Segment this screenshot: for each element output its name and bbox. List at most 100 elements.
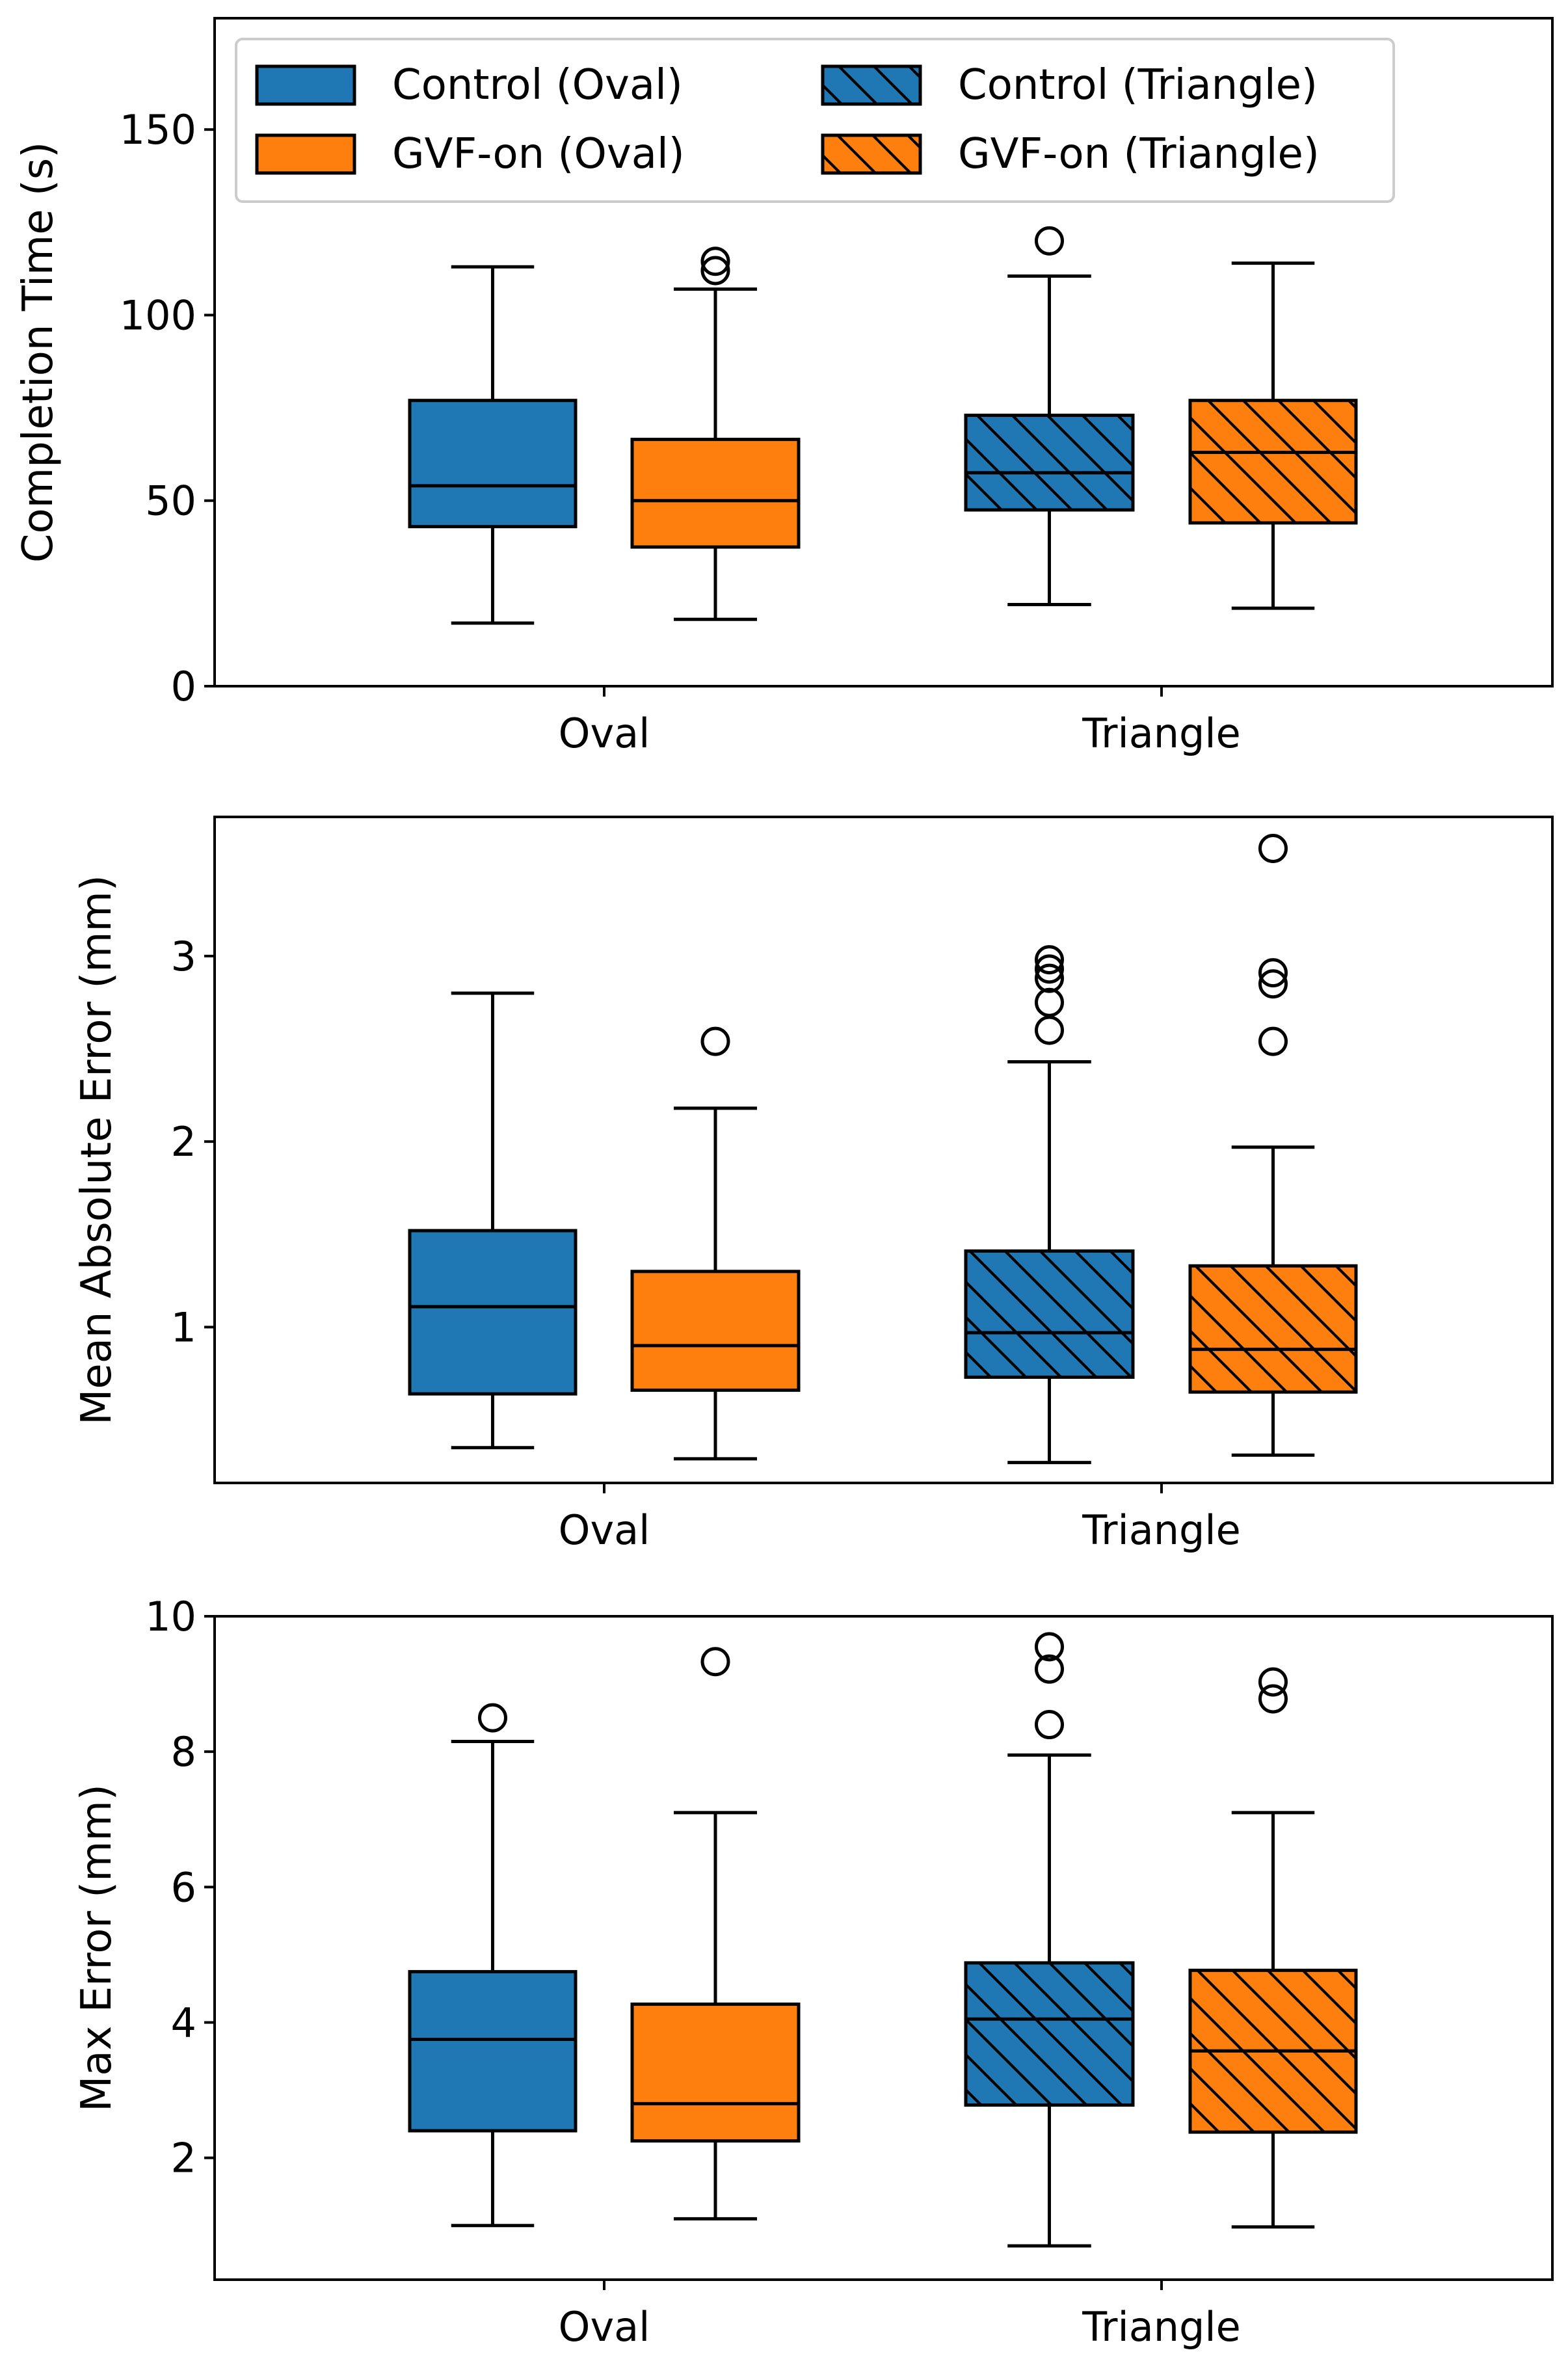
box-outline xyxy=(1188,1264,1358,1394)
box-hatch xyxy=(1190,1266,1356,1393)
outlier-point xyxy=(700,256,730,286)
x-tick-label: Triangle xyxy=(1082,2303,1241,2351)
box-gvf-on-triangle xyxy=(1188,261,1358,610)
legend-swatch-outline xyxy=(821,64,922,106)
box-body xyxy=(632,1271,799,1391)
box-control-triangle xyxy=(964,945,1135,1465)
y-tick-label: 150 xyxy=(120,106,196,153)
plot-frame xyxy=(213,17,1554,687)
legend-label: Control (Triangle) xyxy=(958,61,1318,109)
outlier-point xyxy=(1258,833,1288,863)
box-outline xyxy=(630,1270,801,1392)
outlier-point xyxy=(700,247,730,276)
box-outline xyxy=(964,413,1135,512)
y-tick-label: 10 xyxy=(145,1593,196,1640)
outlier-point xyxy=(1035,1632,1064,1662)
plot-frame xyxy=(213,1615,1554,2281)
y-tick-label: 1 xyxy=(171,1303,196,1351)
y-tick-label: 4 xyxy=(171,1999,196,2046)
legend-swatch-outline xyxy=(255,64,356,106)
y-tick-label: 100 xyxy=(120,291,196,339)
y-tick-label: 8 xyxy=(171,1728,196,1776)
box-outline xyxy=(408,1969,578,2133)
outlier-point xyxy=(1258,1667,1288,1697)
legend-entry-1: Control (Oval) xyxy=(255,61,683,109)
y-tick-label: 2 xyxy=(171,2135,196,2182)
box-gvf-on-triangle xyxy=(1188,833,1358,1457)
x-tick-label: Triangle xyxy=(1082,710,1241,757)
box-gvf-on-oval xyxy=(630,1647,801,2221)
x-tick-label: Triangle xyxy=(1082,1506,1241,1554)
chart-panel-3: 2 4 6 8 10 Oval Triangle Max Error (mm) xyxy=(73,1593,1554,2351)
box-outline xyxy=(1188,399,1358,525)
box-outline xyxy=(630,438,801,549)
legend-label: GVF-on (Oval) xyxy=(392,130,685,178)
outlier-point xyxy=(700,1647,730,1677)
outlier-point xyxy=(1035,226,1064,256)
box-hatch xyxy=(1190,400,1356,523)
y-axis-label: Completion Time (s) xyxy=(14,142,62,563)
box-hatch xyxy=(966,1251,1133,1378)
legend-swatch-outline xyxy=(821,133,922,175)
box-outline xyxy=(408,1229,578,1396)
box-body xyxy=(410,1971,576,2131)
legend-entry-2: GVF-on (Oval) xyxy=(255,130,685,178)
legend-entry-3: Control (Triangle) xyxy=(821,61,1318,109)
legend-swatch-hatch xyxy=(823,135,920,173)
outlier-point xyxy=(1258,1684,1288,1714)
box-outline xyxy=(408,399,578,529)
chart-panel-1: 0 50 100 150 Oval Triangle Completion Time (s) xyxy=(14,17,1554,757)
y-tick-label: 50 xyxy=(145,477,196,525)
box-gvf-on-oval xyxy=(630,247,801,621)
box-body xyxy=(632,2004,799,2141)
outlier-point xyxy=(1258,958,1288,988)
outlier-point xyxy=(1258,1026,1288,1056)
outlier-point xyxy=(478,1703,507,1733)
legend-entry-4: GVF-on (Triangle) xyxy=(821,130,1320,178)
y-tick-label: 0 xyxy=(171,663,196,710)
y-axis-label: Max Error (mm) xyxy=(73,1784,121,2112)
legend-swatch-outline xyxy=(255,133,356,175)
outlier-point xyxy=(1035,1710,1064,1740)
box-hatch xyxy=(966,1962,1133,2105)
chart-panel-2: 1 2 3 Oval Triangle Mean Absolute Error (mm) xyxy=(73,816,1554,1554)
box-outline xyxy=(964,1961,1135,2107)
y-tick-label: 6 xyxy=(171,1863,196,1911)
box-body xyxy=(410,1231,576,1394)
box-body xyxy=(632,439,799,548)
box-outline xyxy=(964,1249,1135,1379)
outlier-point xyxy=(1035,987,1064,1017)
box-control-oval xyxy=(408,991,578,1450)
box-control-oval xyxy=(408,1703,578,2228)
box-outline xyxy=(630,2002,801,2143)
outlier-point xyxy=(1035,954,1064,984)
box-body xyxy=(410,400,576,527)
outlier-point xyxy=(1035,963,1064,993)
outlier-point xyxy=(1035,945,1064,975)
legend-swatch xyxy=(257,135,354,173)
box-control-triangle xyxy=(964,226,1135,606)
x-tick-label: Oval xyxy=(559,1506,650,1554)
outlier-point xyxy=(700,1026,730,1056)
box-hatch xyxy=(966,415,1133,510)
box-control-oval xyxy=(408,265,578,625)
box-gvf-on-oval xyxy=(630,1026,801,1461)
box-control-triangle xyxy=(964,1632,1135,2248)
legend-label: GVF-on (Triangle) xyxy=(958,130,1320,178)
legend-frame xyxy=(235,38,1395,203)
plot-frame xyxy=(213,816,1554,1484)
outlier-point xyxy=(1258,969,1288,999)
y-tick-label: 2 xyxy=(171,1118,196,1166)
x-tick-label: Oval xyxy=(559,710,650,757)
legend-swatch-hatch xyxy=(823,66,920,104)
x-tick-label: Oval xyxy=(559,2303,650,2351)
y-tick-label: 3 xyxy=(171,933,196,980)
outlier-point xyxy=(1035,1654,1064,1684)
outlier-point xyxy=(1035,1015,1064,1045)
legend-label: Control (Oval) xyxy=(392,61,683,109)
y-axis-label: Mean Absolute Error (mm) xyxy=(73,875,121,1425)
legend: Control (Oval) GVF-on (Oval) Control (Tria… xyxy=(235,38,1395,203)
box-gvf-on-triangle xyxy=(1188,1667,1358,2229)
legend-swatch xyxy=(257,66,354,104)
